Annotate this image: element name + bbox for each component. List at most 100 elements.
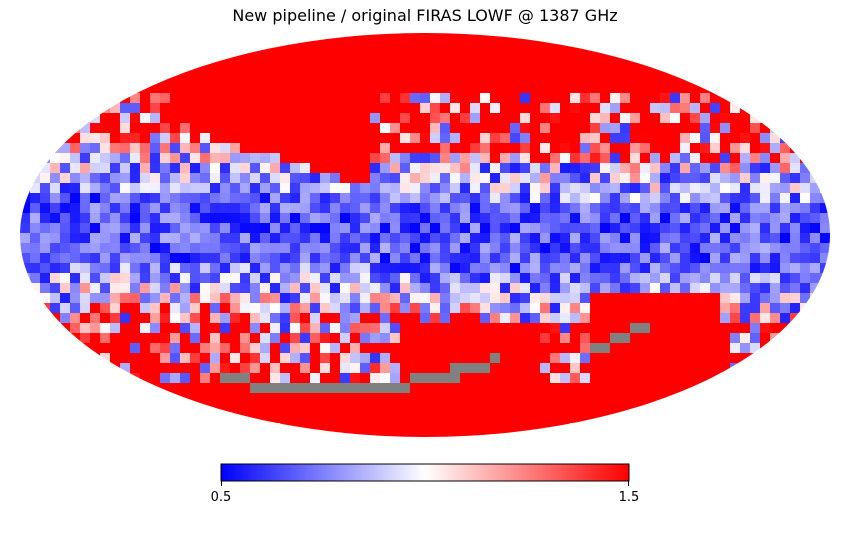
sky-map-pixel [660, 303, 670, 313]
sky-map-pixel [200, 113, 210, 123]
sky-map-pixel [470, 433, 480, 437]
sky-map-pixel [530, 123, 540, 133]
sky-map-pixel [810, 293, 820, 303]
sky-map-pixel [230, 83, 240, 93]
sky-map-pixel [370, 33, 380, 43]
sky-map-pixel [330, 423, 340, 433]
sky-map-pixel [570, 373, 580, 383]
sky-map-pixel [130, 233, 140, 243]
sky-map-pixel [760, 283, 770, 293]
sky-map-pixel [180, 223, 190, 233]
sky-map-pixel [640, 73, 650, 83]
sky-map-pixel [690, 363, 700, 373]
sky-map-pixel [230, 393, 240, 403]
sky-map-pixel [410, 313, 420, 323]
sky-map-pixel [160, 233, 170, 243]
sky-map-pixel [290, 93, 300, 103]
sky-map-pixel [540, 63, 550, 73]
sky-map-pixel [170, 213, 180, 223]
sky-map-pixel [450, 43, 460, 53]
sky-map-pixel [210, 273, 220, 283]
sky-map-pixel [500, 173, 510, 183]
sky-map-pixel [180, 133, 190, 143]
sky-map-pixel [560, 333, 570, 343]
sky-map-pixel [380, 353, 390, 363]
sky-map-pixel [220, 313, 230, 323]
sky-map-pixel [230, 183, 240, 193]
sky-map-pixel [160, 243, 170, 253]
sky-map-pixel [340, 123, 350, 133]
sky-map-pixel [470, 393, 480, 403]
sky-map-pixel [730, 253, 740, 263]
sky-map-pixel [590, 293, 600, 303]
sky-map-pixel [80, 113, 90, 123]
sky-map-pixel [500, 433, 510, 437]
sky-map-pixel [420, 413, 430, 423]
sky-map-pixel [100, 303, 110, 313]
sky-map-pixel [490, 243, 500, 253]
sky-map-pixel [620, 193, 630, 203]
sky-map-pixel [710, 283, 720, 293]
sky-map-pixel [520, 203, 530, 213]
sky-map-pixel [210, 363, 220, 373]
sky-map-pixel [360, 123, 370, 133]
sky-map-pixel [440, 243, 450, 253]
sky-map-pixel [250, 353, 260, 363]
sky-map-pixel [230, 343, 240, 353]
sky-map-pixel [760, 213, 770, 223]
sky-map-pixel [730, 263, 740, 273]
sky-map-pixel [160, 153, 170, 163]
sky-map-pixel [120, 183, 130, 193]
sky-map-pixel [530, 313, 540, 323]
sky-map-pixel [490, 423, 500, 433]
sky-map-pixel [370, 353, 380, 363]
sky-map-pixel [460, 393, 470, 403]
sky-map-pixel [760, 263, 770, 273]
sky-map-pixel [30, 193, 40, 203]
sky-map-pixel [730, 113, 740, 123]
sky-map-pixel [600, 203, 610, 213]
sky-map-pixel [320, 253, 330, 263]
sky-map-pixel [370, 253, 380, 263]
sky-map-pixel [530, 243, 540, 253]
sky-map-pixel [170, 313, 180, 323]
sky-map-pixel [700, 163, 710, 173]
sky-map-pixel [260, 323, 270, 333]
sky-map-pixel [710, 213, 720, 223]
sky-map-pixel [310, 263, 320, 273]
sky-map-pixel [210, 173, 220, 183]
sky-map-pixel [100, 133, 110, 143]
sky-map-pixel [800, 193, 810, 203]
sky-map-pixel [430, 83, 440, 93]
sky-map-pixel [810, 183, 820, 193]
sky-map-pixel [710, 83, 720, 93]
sky-map-pixel [440, 303, 450, 313]
sky-map-pixel [720, 313, 730, 323]
sky-map-pixel [460, 43, 470, 53]
sky-map-pixel [170, 343, 180, 353]
sky-map-pixel [390, 193, 400, 203]
sky-map-pixel [780, 183, 790, 193]
sky-map-pixel [490, 253, 500, 263]
sky-map-pixel [420, 403, 430, 413]
sky-map-pixel [480, 253, 490, 263]
sky-map-pixel [650, 223, 660, 233]
sky-map-pixel [290, 183, 300, 193]
sky-map-pixel [420, 223, 430, 233]
sky-map-pixel [200, 233, 210, 243]
sky-map-pixel [40, 303, 50, 313]
sky-map-pixel [20, 273, 30, 283]
sky-map-pixel [510, 333, 520, 343]
sky-map-pixel [390, 93, 400, 103]
sky-map-pixel [340, 83, 350, 93]
sky-map-pixel [240, 163, 250, 173]
sky-map-pixel [100, 103, 110, 113]
sky-map-pixel [410, 433, 420, 437]
sky-map-pixel [120, 143, 130, 153]
sky-map-pixel [170, 273, 180, 283]
sky-map-pixel [460, 423, 470, 433]
sky-map-pixel [270, 93, 280, 103]
sky-map-pixel [280, 173, 290, 183]
sky-map-pixel [710, 253, 720, 263]
sky-map-pixel [30, 293, 40, 303]
